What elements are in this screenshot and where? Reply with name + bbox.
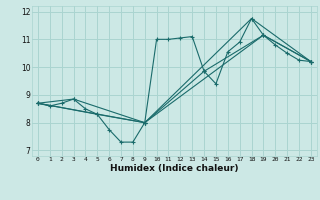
X-axis label: Humidex (Indice chaleur): Humidex (Indice chaleur) — [110, 164, 239, 173]
